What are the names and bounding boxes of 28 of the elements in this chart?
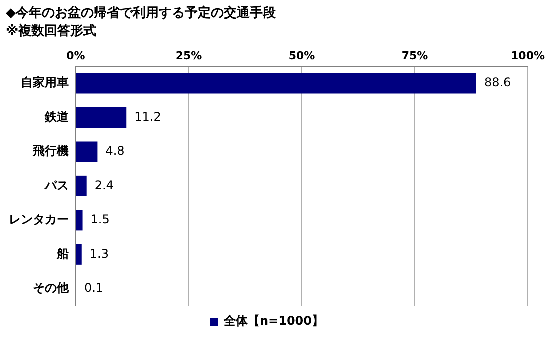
y-tick-label: その他 bbox=[33, 281, 70, 296]
y-tick-label: 鉄道 bbox=[44, 110, 70, 124]
y-tick-label: 飛行機 bbox=[32, 144, 69, 158]
data-label: 88.6 bbox=[484, 76, 512, 90]
bar bbox=[76, 107, 127, 128]
x-tick-label: 25% bbox=[176, 50, 202, 63]
bar bbox=[76, 73, 476, 94]
y-tick-label: 船 bbox=[56, 246, 69, 261]
x-tick-label: 75% bbox=[402, 50, 428, 63]
x-tick-label: 50% bbox=[288, 50, 316, 63]
bar bbox=[76, 176, 87, 196]
legend-label: 全体【n=1000】 bbox=[223, 314, 324, 328]
chart-title: ◆今年のお盆の帰省で利用する予定の交通手段 bbox=[6, 5, 277, 22]
x-tick-label: 0% bbox=[66, 50, 86, 63]
bar bbox=[76, 210, 83, 231]
data-label: 1.3 bbox=[90, 246, 109, 261]
y-tick-label: バス bbox=[44, 178, 69, 192]
y-tick-label: レンタカー bbox=[9, 212, 69, 227]
chart-subtitle: ※複数回答形式 bbox=[6, 22, 97, 39]
bar bbox=[76, 244, 82, 265]
data-label: 2.4 bbox=[94, 178, 114, 192]
data-label: 4.8 bbox=[106, 144, 125, 158]
bar bbox=[76, 142, 98, 162]
data-label: 0.1 bbox=[84, 281, 104, 296]
data-label: 1.5 bbox=[90, 212, 110, 227]
y-tick-label: 自家用車 bbox=[21, 76, 69, 90]
data-label: 11.2 bbox=[134, 110, 162, 124]
x-tick-label: 100% bbox=[511, 50, 545, 63]
